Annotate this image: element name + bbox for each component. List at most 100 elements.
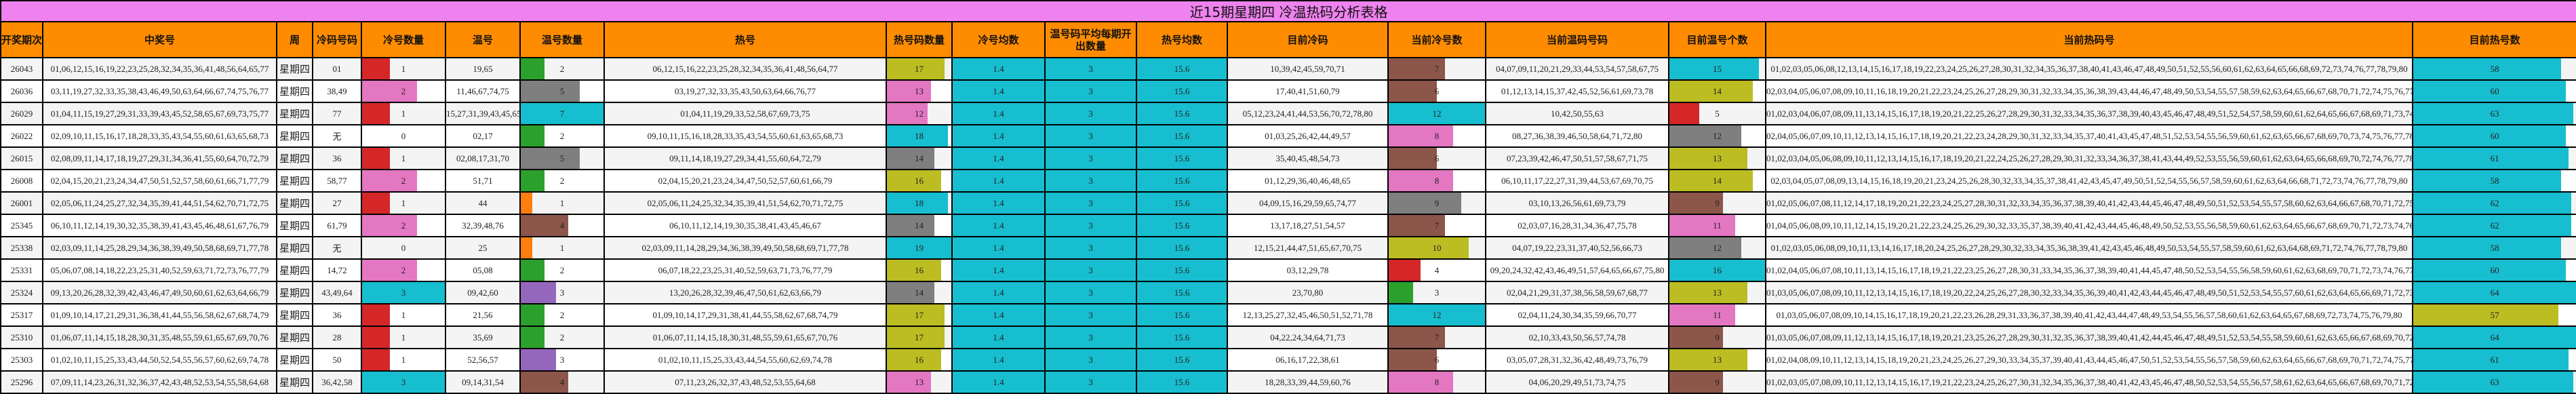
current-hot-cell[interactable]: 01,02,04,05,06,07,08,10,11,13,14,15,16,1… (1765, 258, 2413, 282)
hot-avg-cell[interactable]: 15.6 (1136, 370, 1228, 394)
table-row[interactable]: 25338 02,03,09,11,14,25,28,29,34,36,38,39… (0, 236, 2576, 260)
cold-numbers-cell[interactable]: 36 (312, 303, 362, 327)
winning-numbers-cell[interactable]: 01,06,07,11,14,15,18,28,30,31,35,48,55,5… (42, 326, 277, 349)
current-warm-count-cell[interactable]: 12 (1668, 124, 1766, 148)
current-cold-count-cell[interactable]: 6 (1387, 79, 1486, 103)
warm-avg-cell[interactable]: 3 (1044, 348, 1137, 372)
hot-avg-cell[interactable]: 15.6 (1136, 146, 1228, 170)
warm-avg-cell[interactable]: 3 (1044, 370, 1137, 394)
current-hot-count-cell[interactable]: 58 (2411, 57, 2576, 81)
hot-count-cell[interactable]: 13 (886, 370, 953, 394)
current-cold-cell[interactable]: 12,13,25,27,32,45,46,50,51,52,71,78 (1227, 303, 1389, 327)
winning-numbers-cell[interactable]: 02,08,09,11,14,17,18,19,27,29,31,34,36,4… (42, 146, 277, 170)
issue-cell[interactable]: 26036 (0, 79, 43, 103)
current-hot-cell[interactable]: 01,02,03,05,06,08,09,10,11,13,14,16,17,1… (1765, 236, 2413, 260)
table-row[interactable]: 26015 02,08,09,11,14,17,18,19,27,29,31,34… (0, 146, 2576, 170)
cold-avg-cell[interactable]: 1.4 (951, 370, 1046, 394)
issue-cell[interactable]: 26001 (0, 191, 43, 215)
current-cold-cell[interactable]: 04,22,24,34,64,71,73 (1227, 326, 1389, 349)
hot-numbers-cell[interactable]: 06,10,11,12,14,19,30,35,38,41,43,45,46,6… (603, 214, 887, 237)
current-warm-cell[interactable]: 03,10,13,26,56,61,69,73,79 (1485, 191, 1669, 215)
warm-count-cell[interactable]: 4 (519, 370, 605, 394)
winning-numbers-cell[interactable]: 03,11,19,27,32,33,35,38,43,46,49,50,63,6… (42, 79, 277, 103)
weekday-cell[interactable]: 星期四 (276, 214, 313, 237)
cold-avg-cell[interactable]: 1.4 (951, 258, 1046, 282)
current-warm-cell[interactable]: 02,04,11,24,30,34,35,59,66,70,77 (1485, 303, 1669, 327)
warm-avg-cell[interactable]: 3 (1044, 281, 1137, 304)
warm-avg-cell[interactable]: 3 (1044, 236, 1137, 260)
issue-cell[interactable]: 26029 (0, 102, 43, 125)
hot-count-cell[interactable]: 16 (886, 258, 953, 282)
cold-avg-cell[interactable]: 1.4 (951, 191, 1046, 215)
current-cold-cell[interactable]: 06,16,17,22,38,61 (1227, 348, 1389, 372)
current-hot-cell[interactable]: 01,02,03,04,05,06,08,09,10,11,12,13,14,1… (1765, 146, 2413, 170)
current-warm-cell[interactable]: 09,20,24,32,42,43,46,49,51,57,64,65,66,6… (1485, 258, 1669, 282)
issue-cell[interactable]: 25296 (0, 370, 43, 394)
hot-count-cell[interactable]: 17 (886, 303, 953, 327)
current-hot-count-cell[interactable]: 58 (2411, 236, 2576, 260)
issue-cell[interactable]: 25324 (0, 281, 43, 304)
warm-count-cell[interactable]: 3 (519, 281, 605, 304)
weekday-cell[interactable]: 星期四 (276, 169, 313, 193)
warm-avg-cell[interactable]: 3 (1044, 169, 1137, 193)
cold-numbers-cell[interactable]: 28 (312, 326, 362, 349)
cold-numbers-cell[interactable]: 58,77 (312, 169, 362, 193)
warm-count-cell[interactable]: 5 (519, 79, 605, 103)
current-hot-count-cell[interactable]: 58 (2411, 169, 2576, 193)
warm-count-cell[interactable]: 2 (519, 303, 605, 327)
current-cold-count-cell[interactable]: 3 (1387, 281, 1486, 304)
cold-avg-cell[interactable]: 1.4 (951, 326, 1046, 349)
current-warm-cell[interactable]: 01,12,13,14,15,37,42,45,52,56,61,69,73,7… (1485, 79, 1669, 103)
current-warm-count-cell[interactable]: 14 (1668, 169, 1766, 193)
weekday-cell[interactable]: 星期四 (276, 79, 313, 103)
hot-numbers-cell[interactable]: 07,11,23,26,32,37,43,48,52,53,55,64,68 (603, 370, 887, 394)
cold-count-cell[interactable]: 0 (361, 124, 446, 148)
current-cold-count-cell[interactable]: 7 (1387, 326, 1486, 349)
cold-count-cell[interactable]: 1 (361, 191, 446, 215)
weekday-cell[interactable]: 星期四 (276, 236, 313, 260)
cold-avg-cell[interactable]: 1.4 (951, 102, 1046, 125)
issue-cell[interactable]: 26015 (0, 146, 43, 170)
hot-count-cell[interactable]: 18 (886, 191, 953, 215)
header-col-week[interactable]: 周 (276, 21, 313, 58)
current-hot-count-cell[interactable]: 64 (2411, 326, 2576, 349)
header-col-cur-warm-count[interactable]: 目前温号个数 (1668, 21, 1766, 58)
winning-numbers-cell[interactable]: 01,02,10,11,15,25,33,43,44,50,52,54,55,5… (42, 348, 277, 372)
table-row[interactable]: 25303 01,02,10,11,15,25,33,43,44,50,52,54… (0, 348, 2576, 372)
current-hot-count-cell[interactable]: 60 (2411, 124, 2576, 148)
hot-numbers-cell[interactable]: 03,19,27,32,33,35,43,50,63,64,66,76,77 (603, 79, 887, 103)
table-row[interactable]: 26043 01,06,12,15,16,19,22,23,25,28,32,34… (0, 57, 2576, 81)
hot-count-cell[interactable]: 19 (886, 236, 953, 260)
current-cold-cell[interactable]: 13,17,18,27,51,54,57 (1227, 214, 1389, 237)
current-hot-cell[interactable]: 01,03,05,06,07,08,09,10,11,12,13,14,15,1… (1765, 281, 2413, 304)
current-cold-cell[interactable]: 01,12,29,36,40,46,48,65 (1227, 169, 1389, 193)
cold-numbers-cell[interactable]: 27 (312, 191, 362, 215)
cold-avg-cell[interactable]: 1.4 (951, 146, 1046, 170)
warm-numbers-cell[interactable]: 35,69 (445, 326, 521, 349)
hot-avg-cell[interactable]: 15.6 (1136, 169, 1228, 193)
current-hot-cell[interactable]: 02,04,05,06,07,09,10,11,12,13,14,15,16,1… (1765, 124, 2413, 148)
header-col-cold-avg[interactable]: 冷号均数 (951, 21, 1046, 58)
table-row[interactable]: 26008 02,04,15,20,21,23,24,34,47,50,51,52… (0, 169, 2576, 193)
current-warm-cell[interactable]: 06,10,11,17,22,27,31,39,44,53,67,69,70,7… (1485, 169, 1669, 193)
current-warm-count-cell[interactable]: 12 (1668, 236, 1766, 260)
current-cold-count-cell[interactable]: 10 (1387, 236, 1486, 260)
current-warm-count-cell[interactable]: 16 (1668, 258, 1766, 282)
cold-numbers-cell[interactable]: 无 (312, 236, 362, 260)
issue-cell[interactable]: 26022 (0, 124, 43, 148)
warm-numbers-cell[interactable]: 11,46,67,74,75 (445, 79, 521, 103)
warm-count-cell[interactable]: 2 (519, 169, 605, 193)
current-hot-cell[interactable]: 01,03,05,06,07,08,09,10,14,15,16,17,18,1… (1765, 303, 2413, 327)
current-warm-cell[interactable]: 04,07,19,22,23,31,37,40,52,56,66,73 (1485, 236, 1669, 260)
hot-avg-cell[interactable]: 15.6 (1136, 57, 1228, 81)
table-row[interactable]: 25296 07,09,11,14,23,26,31,32,36,37,42,43… (0, 370, 2576, 394)
hot-numbers-cell[interactable]: 09,10,11,15,16,18,28,33,35,43,54,55,60,6… (603, 124, 887, 148)
hot-count-cell[interactable]: 14 (886, 146, 953, 170)
current-warm-cell[interactable]: 02,10,33,43,50,56,57,74,78 (1485, 326, 1669, 349)
hot-avg-cell[interactable]: 15.6 (1136, 326, 1228, 349)
cold-count-cell[interactable]: 1 (361, 326, 446, 349)
hot-numbers-cell[interactable]: 01,09,10,14,17,29,31,38,41,44,55,58,62,6… (603, 303, 887, 327)
current-warm-count-cell[interactable]: 15 (1668, 57, 1766, 81)
winning-numbers-cell[interactable]: 01,04,11,15,19,27,29,31,33,39,43,45,52,5… (42, 102, 277, 125)
current-hot-cell[interactable]: 01,02,03,05,07,08,09,10,11,12,13,14,15,1… (1765, 370, 2413, 394)
